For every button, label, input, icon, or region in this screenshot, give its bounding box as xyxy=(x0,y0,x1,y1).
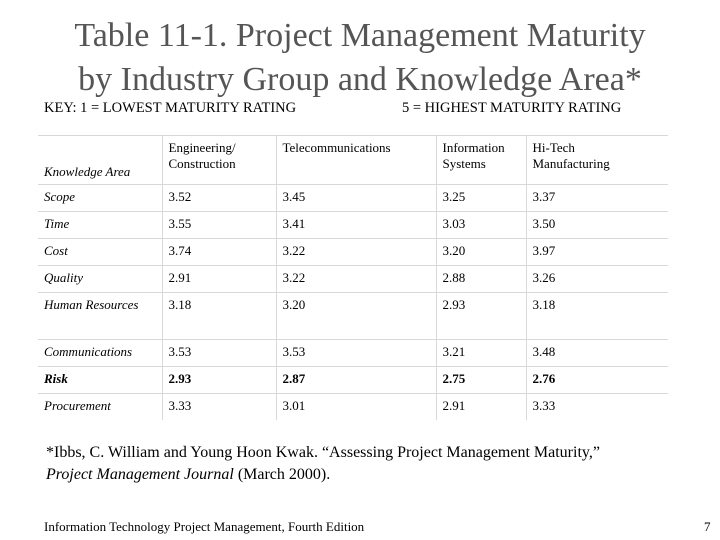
row-label: Time xyxy=(38,211,163,239)
header-line: Systems xyxy=(442,156,486,171)
header-line: Information xyxy=(442,140,505,155)
table-row: Procurement 3.33 3.01 2.91 3.33 xyxy=(38,393,668,420)
row-label: Communications xyxy=(38,339,163,367)
cell: 3.97 xyxy=(525,238,668,266)
row-label: Cost xyxy=(38,238,163,266)
cell: 3.20 xyxy=(275,292,437,340)
table-row: Risk 2.93 2.87 2.75 2.76 xyxy=(38,366,668,394)
cell: 3.52 xyxy=(161,184,277,212)
column-header: Information Systems xyxy=(435,135,527,185)
table-row: Human Resources 3.18 3.20 2.93 3.18 xyxy=(38,292,668,340)
cell: 3.18 xyxy=(161,292,277,340)
row-label: Scope xyxy=(38,184,163,212)
journal: Project Management Journal xyxy=(46,466,234,483)
cell: 3.21 xyxy=(435,339,527,367)
cell: 2.93 xyxy=(435,292,527,340)
cell: 2.87 xyxy=(275,366,437,394)
cell: 2.75 xyxy=(435,366,527,394)
cell: 3.55 xyxy=(161,211,277,239)
row-label: Procurement xyxy=(38,393,163,420)
footer-text: Information Technology Project Managemen… xyxy=(44,519,365,534)
cell: 3.01 xyxy=(275,393,437,420)
row-label: Human Resources xyxy=(38,292,163,340)
cell: 3.53 xyxy=(275,339,437,367)
cell: 3.37 xyxy=(525,184,668,212)
footnote-line: Project Management Journal (March 2000). xyxy=(46,464,600,486)
header-line: Telecommunications xyxy=(282,140,391,155)
column-header: Knowledge Area xyxy=(38,135,163,185)
table-row: Time 3.55 3.41 3.03 3.50 xyxy=(38,211,668,239)
table-row: Cost 3.74 3.22 3.20 3.97 xyxy=(38,238,668,266)
key: KEY: 1 = LOWEST MATURITY RATING xyxy=(44,100,297,116)
header-line: Engineering/ xyxy=(168,140,236,155)
cell: 3.74 xyxy=(161,238,277,266)
cell: 3.20 xyxy=(435,238,527,266)
table-row: Quality 2.91 3.22 2.88 3.26 xyxy=(38,265,668,293)
title-line: Table 11-1. Project Management Maturity xyxy=(74,17,646,54)
header-line: Hi-Tech xyxy=(532,140,575,155)
footnote: *Ibbs, C. William and Young Hoon Kwak. “… xyxy=(46,442,600,486)
cell: 2.93 xyxy=(161,366,277,394)
header-line: Construction xyxy=(168,156,236,171)
row-label: Quality xyxy=(38,265,163,293)
maturity-table: Knowledge Area Engineering/Construction Te… xyxy=(38,135,668,420)
cell: 3.33 xyxy=(161,393,277,420)
column-header: Telecommunications xyxy=(275,135,437,185)
header-line: Knowledge Area xyxy=(44,164,131,179)
table-row: Communications 3.53 3.53 3.21 3.48 xyxy=(38,339,668,367)
cell: 2.88 xyxy=(435,265,527,293)
title: Table 11-1. Project Management Maturity … xyxy=(0,14,720,102)
cell: 2.76 xyxy=(525,366,668,394)
key: 5 = HIGHEST MATURITY RATING xyxy=(402,100,622,116)
title-line: by Industry Group and Knowledge Area* xyxy=(78,61,642,98)
footnote-line: *Ibbs, C. William and Young Hoon Kwak. “… xyxy=(46,444,600,461)
cell: 3.33 xyxy=(525,393,668,420)
header-line: Manufacturing xyxy=(532,156,610,171)
cell: 3.18 xyxy=(525,292,668,340)
cell: 3.50 xyxy=(525,211,668,239)
cell: 2.91 xyxy=(161,265,277,293)
cell: 2.91 xyxy=(435,393,527,420)
cell: 3.48 xyxy=(525,339,668,367)
date: (March 2000). xyxy=(237,466,331,483)
cell: 3.25 xyxy=(435,184,527,212)
cell: 3.26 xyxy=(525,265,668,293)
cell: 3.03 xyxy=(435,211,527,239)
page-number: 7 xyxy=(704,519,711,534)
cell: 3.45 xyxy=(275,184,437,212)
cell: 3.53 xyxy=(161,339,277,367)
row-label: Risk xyxy=(38,366,163,394)
column-header: Hi-Tech Manufacturing xyxy=(525,135,668,185)
cell: 3.22 xyxy=(275,265,437,293)
cell: 3.22 xyxy=(275,238,437,266)
cell: 3.41 xyxy=(275,211,437,239)
column-header: Engineering/Construction xyxy=(161,135,277,185)
table-row: Scope 3.52 3.45 3.25 3.37 xyxy=(38,184,668,212)
header-row: Knowledge Area Engineering/Construction Te… xyxy=(38,135,668,185)
